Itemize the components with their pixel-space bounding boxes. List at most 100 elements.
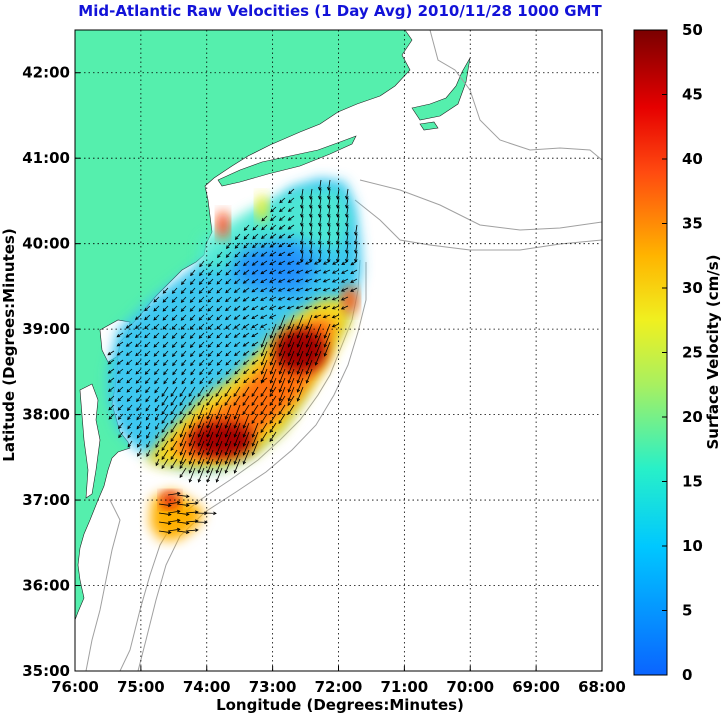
x-tick-label: 69:00 (512, 678, 560, 696)
velocity-arrow (251, 350, 259, 356)
velocity-arrow-head (206, 424, 211, 429)
velocity-arrow-head (242, 280, 247, 284)
velocity-arrow-head (305, 352, 310, 357)
velocity-arrow (126, 386, 133, 393)
velocity-arrow-head (154, 389, 158, 394)
velocity-arrow-head (171, 317, 176, 321)
velocity-arrow (181, 305, 187, 312)
velocity-arrow (135, 368, 142, 375)
velocity-arrow (310, 242, 313, 253)
velocity-arrow (208, 269, 214, 276)
velocity-arrow-head (206, 460, 211, 465)
velocity-arrow-head (305, 325, 310, 330)
velocity-arrow (306, 359, 313, 375)
velocity-arrow-head (144, 325, 148, 330)
velocity-arrow (234, 305, 241, 311)
velocity-arrow (225, 440, 232, 456)
velocity-arrow-head (207, 335, 212, 339)
velocity-arrow (252, 377, 259, 383)
velocity-arrow-head (251, 361, 256, 365)
velocity-arrow (243, 368, 250, 374)
velocity-arrow (319, 206, 322, 217)
velocity-arrow-head (287, 370, 292, 375)
velocity-arrow (170, 431, 178, 442)
velocity-arrow (154, 386, 160, 393)
velocity-arrow (167, 492, 180, 496)
velocity-arrow-head (180, 308, 185, 312)
velocity-arrow (346, 251, 349, 262)
velocity-arrow-head (331, 306, 336, 310)
velocity-arrow-head (251, 271, 256, 275)
velocity-arrow-head (189, 326, 194, 330)
velocity-arrow (207, 422, 214, 438)
velocity-arrow-head (233, 298, 238, 302)
velocity-arrow (341, 269, 349, 274)
velocity-arrow-head (167, 512, 172, 517)
velocity-arrow (251, 404, 259, 415)
velocity-arrow-head (155, 435, 159, 440)
velocity-arrow (243, 242, 250, 249)
y-axis-label: Latitude (Degrees:Minutes) (0, 228, 18, 461)
velocity-arrow-head (309, 249, 313, 254)
velocity-arrow-head (207, 307, 212, 312)
velocity-arrow (251, 314, 259, 319)
velocity-arrow (279, 233, 286, 239)
velocity-arrow-head (163, 371, 167, 376)
velocity-arrow-head (233, 415, 238, 420)
velocity-arrow-head (242, 411, 246, 415)
velocity-arrow-head (225, 325, 229, 330)
velocity-arrow-head (224, 433, 229, 438)
velocity-arrow-head (225, 289, 229, 294)
velocity-arrow (324, 341, 331, 357)
colorbar-tick-label: 0 (682, 666, 692, 684)
velocity-arrow-head (243, 253, 247, 258)
velocity-arrow-head (215, 402, 219, 406)
velocity-arrow (260, 386, 268, 397)
velocity-arrow (161, 431, 169, 442)
velocity-arrow (155, 413, 160, 421)
velocity-arrow-head (125, 334, 130, 338)
velocity-arrow (216, 449, 223, 465)
velocity-arrow (136, 404, 142, 411)
velocity-arrow-head (167, 530, 172, 535)
velocity-arrow-head (345, 204, 349, 209)
velocity-arrow (337, 197, 340, 208)
velocity-arrow (170, 458, 178, 469)
velocity-arrow (215, 395, 223, 406)
velocity-arrow (261, 251, 268, 257)
velocity-arrow (181, 377, 187, 385)
velocity-arrow (155, 431, 160, 439)
velocity-arrow-head (242, 424, 247, 429)
velocity-arrow-head (314, 352, 319, 357)
velocity-arrow (319, 179, 322, 190)
velocity-arrow-head (207, 353, 212, 357)
velocity-arrow-head (127, 416, 131, 421)
velocity-arrow (167, 528, 180, 532)
velocity-arrow (225, 296, 232, 302)
velocity-arrow-head (269, 388, 274, 393)
velocity-arrow-head (180, 335, 185, 339)
velocity-arrow (278, 296, 286, 301)
velocity-arrow (207, 305, 214, 312)
velocity-arrow (190, 332, 196, 339)
velocity-arrow (207, 431, 214, 447)
velocity-arrow-head (197, 393, 201, 397)
velocity-arrow (172, 350, 178, 357)
velocity-arrow-head (296, 379, 301, 384)
velocity-arrow (260, 260, 268, 266)
velocity-arrow-head (260, 429, 264, 433)
velocity-arrow (225, 413, 232, 429)
velocity-arrow-head (135, 361, 139, 366)
velocity-arrow (341, 260, 349, 265)
velocity-arrow-head (224, 460, 229, 465)
velocity-arrow-head (242, 325, 247, 329)
colorbar: 0 5 10 15 20 25 30 35 40 45 50 Surface Velocity (c… (633, 21, 722, 684)
colorbar-tick-label: 50 (682, 21, 703, 39)
velocity-arrow (279, 377, 286, 393)
velocity-arrow-head (144, 371, 149, 375)
velocity-arrow-head (286, 270, 291, 274)
velocity-arrow-head (179, 474, 183, 478)
velocity-arrow (323, 287, 331, 291)
velocity-arrow (242, 386, 250, 397)
velocity-arrow (234, 341, 241, 347)
